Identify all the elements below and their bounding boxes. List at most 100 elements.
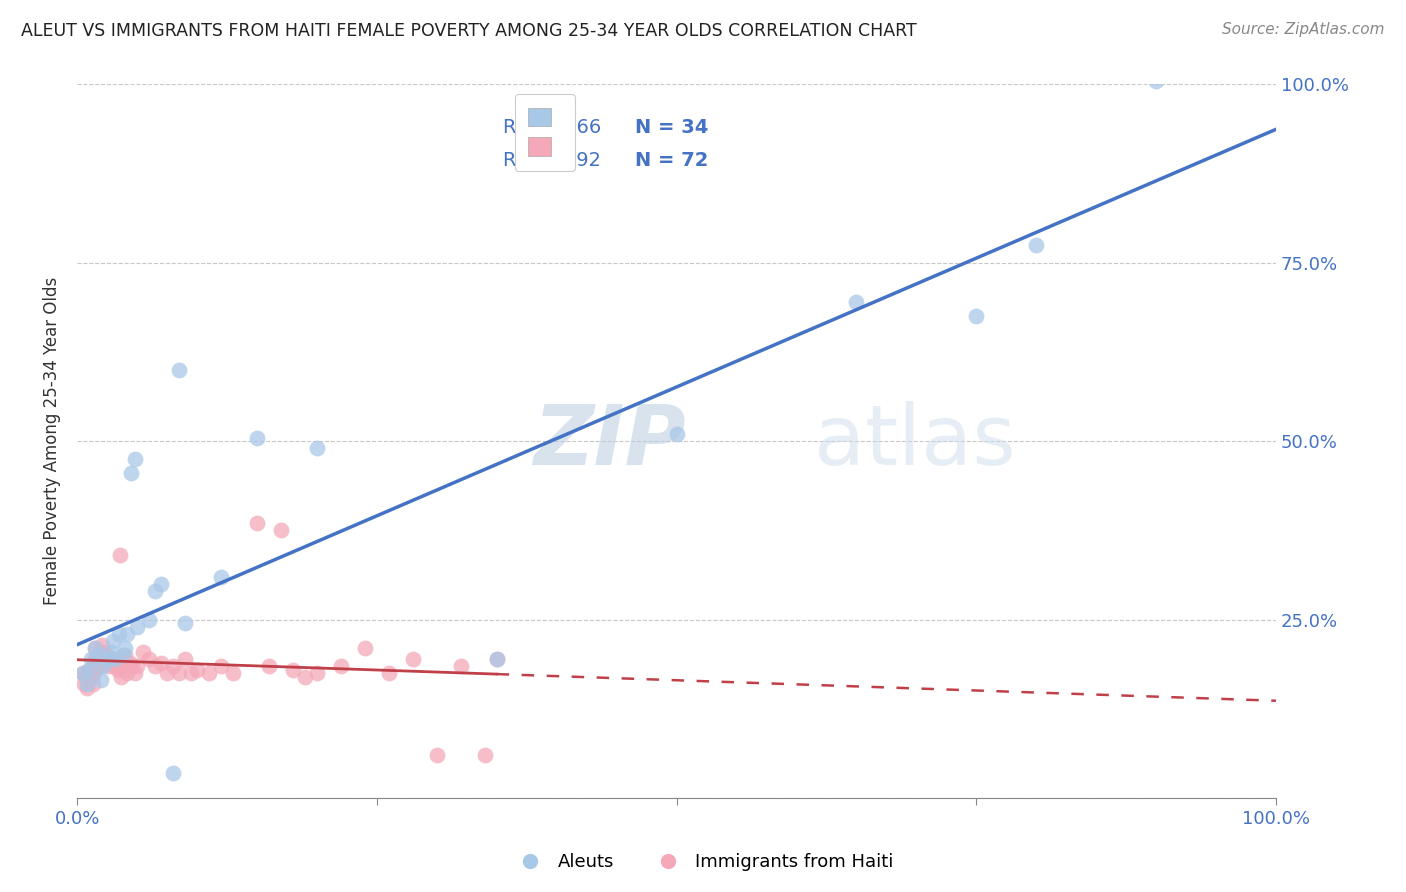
Point: [80, 652, 103, 666]
Point: [73, 677, 96, 691]
Text: ALEUT VS IMMIGRANTS FROM HAITI FEMALE POVERTY AMONG 25-34 YEAR OLDS CORRELATION : ALEUT VS IMMIGRANTS FROM HAITI FEMALE PO…: [21, 22, 917, 40]
Point: [294, 670, 316, 684]
Point: [281, 663, 304, 677]
Point: [174, 616, 197, 631]
Point: [125, 620, 148, 634]
Point: [89, 648, 111, 663]
Point: [87, 659, 110, 673]
Point: [125, 659, 148, 673]
Point: [82, 677, 104, 691]
Point: [305, 666, 328, 681]
Point: [246, 516, 269, 531]
Point: [1144, 74, 1167, 88]
Point: [965, 310, 987, 324]
Point: [209, 570, 232, 584]
Point: [101, 634, 124, 648]
Point: [108, 627, 131, 641]
Point: [117, 666, 139, 681]
Point: [86, 648, 108, 663]
Point: [485, 652, 508, 666]
Point: [162, 766, 184, 780]
Point: [162, 659, 184, 673]
Text: Source: ZipAtlas.com: Source: ZipAtlas.com: [1222, 22, 1385, 37]
Point: [93, 659, 115, 673]
Point: [222, 666, 245, 681]
Text: R = 0.566: R = 0.566: [503, 118, 600, 137]
Point: [108, 659, 131, 673]
Point: [90, 673, 112, 688]
Point: [97, 652, 120, 666]
Point: [117, 627, 139, 641]
Point: [93, 648, 115, 663]
Point: [90, 652, 112, 666]
Point: [378, 666, 401, 681]
Text: ZIP: ZIP: [533, 401, 685, 482]
Point: [124, 666, 146, 681]
Point: [100, 652, 122, 666]
Point: [77, 663, 100, 677]
Point: [180, 666, 202, 681]
Point: [353, 641, 375, 656]
Point: [132, 645, 155, 659]
Point: [77, 673, 100, 688]
Point: [82, 659, 104, 673]
Point: [103, 659, 125, 673]
Point: [124, 452, 146, 467]
Point: [77, 666, 100, 681]
Point: [111, 648, 134, 663]
Point: [84, 641, 107, 656]
Point: [156, 666, 179, 681]
Legend: Aleuts, Immigrants from Haiti: Aleuts, Immigrants from Haiti: [505, 847, 901, 879]
Point: [329, 659, 352, 673]
Point: [450, 659, 472, 673]
Point: [118, 656, 141, 670]
Point: [84, 641, 107, 656]
Point: [1025, 238, 1047, 252]
Point: [305, 442, 328, 456]
Text: atlas: atlas: [814, 401, 1017, 482]
Point: [167, 666, 190, 681]
Point: [402, 652, 425, 666]
Point: [87, 648, 110, 663]
Point: [105, 659, 128, 673]
Text: N = 34: N = 34: [634, 118, 709, 137]
Point: [665, 427, 688, 442]
Point: [84, 652, 107, 666]
Point: [426, 748, 449, 763]
Point: [474, 748, 496, 763]
Point: [100, 645, 122, 659]
Point: [150, 577, 173, 591]
Point: [101, 652, 124, 666]
Point: [76, 681, 98, 695]
Point: [83, 666, 105, 681]
Legend: , : ,: [515, 95, 575, 171]
Point: [111, 659, 134, 673]
Point: [143, 659, 166, 673]
Point: [246, 431, 269, 445]
Point: [104, 652, 127, 666]
Point: [845, 295, 868, 310]
Point: [77, 663, 100, 677]
Point: [87, 652, 110, 666]
Point: [120, 467, 142, 481]
Point: [270, 524, 292, 538]
Point: [76, 677, 98, 691]
Point: [167, 363, 190, 377]
Point: [209, 659, 232, 673]
Point: [186, 663, 208, 677]
Point: [104, 652, 127, 666]
Point: [93, 645, 115, 659]
Point: [198, 666, 221, 681]
Point: [93, 656, 115, 670]
Point: [96, 652, 118, 666]
Point: [114, 641, 136, 656]
Point: [75, 670, 97, 684]
Point: [101, 656, 124, 670]
Point: [143, 584, 166, 599]
Point: [150, 656, 173, 670]
Point: [174, 652, 197, 666]
Point: [121, 659, 143, 673]
Point: [114, 648, 136, 663]
Point: [257, 659, 280, 673]
Point: [84, 659, 107, 673]
